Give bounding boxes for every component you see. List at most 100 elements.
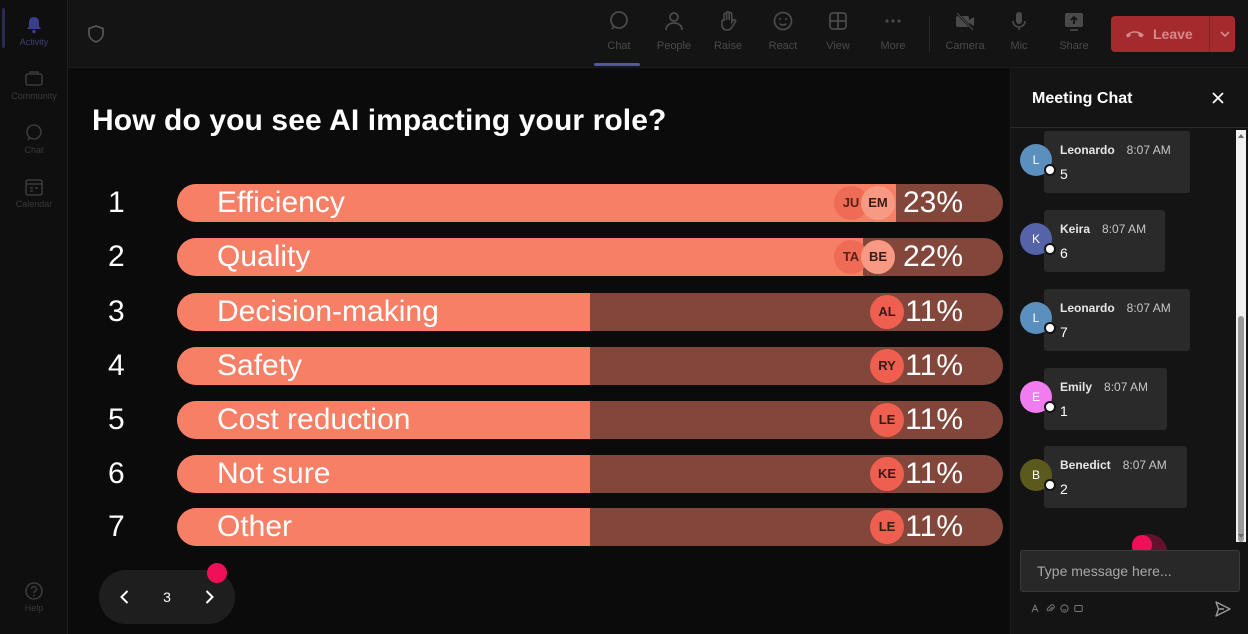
chat-message-input[interactable] xyxy=(1021,551,1239,591)
presence-status-icon xyxy=(1044,164,1056,176)
chat-message-header: Keira 8:07 AM xyxy=(1060,220,1149,238)
poll-option-fill xyxy=(177,293,590,331)
chat-scrollbar[interactable] xyxy=(1236,130,1246,542)
toolbar-separator xyxy=(929,16,930,52)
poll-option-bar: Safety 11% RY xyxy=(177,347,1003,385)
app-rail: Activity Community Chat Calendar Help xyxy=(0,0,68,634)
help-icon xyxy=(25,582,43,600)
poll-option-bar: Not sure 11% KE xyxy=(177,455,1003,493)
poll-option-percent: 22% xyxy=(902,240,963,273)
more-icon xyxy=(885,19,901,23)
chevron-down-icon[interactable] xyxy=(1219,28,1231,40)
rail-item-calendar[interactable]: Calendar xyxy=(0,168,68,218)
mic-icon xyxy=(1012,12,1026,30)
emoji-icon[interactable] xyxy=(1060,604,1069,613)
rail-item-label: Activity xyxy=(19,37,49,47)
poll-option-label: Efficiency xyxy=(217,186,345,219)
chat-timestamp: 8:07 AM xyxy=(1122,458,1167,472)
phone-hangup-icon xyxy=(1126,31,1144,38)
shield-icon[interactable] xyxy=(86,24,106,44)
presence-status-icon xyxy=(1044,479,1056,491)
toolbar-button-label: Camera xyxy=(945,40,985,52)
close-icon[interactable] xyxy=(1210,90,1226,106)
poll-option-row: 3 Decision-making 11% AL xyxy=(68,293,1010,331)
scroll-up-arrow-icon[interactable] xyxy=(1237,132,1245,140)
presence-status-icon xyxy=(1044,243,1056,255)
chat-compose-box[interactable] xyxy=(1020,550,1240,592)
toolbar-view-button[interactable]: View xyxy=(811,10,865,62)
toolbar-react-button[interactable]: React xyxy=(756,10,810,62)
poll-option-fill xyxy=(177,455,590,493)
chat-header-divider xyxy=(1011,127,1248,128)
poll-option-label: Safety xyxy=(217,349,303,382)
rail-item-label: Help xyxy=(24,603,44,613)
slide-pager: 3 xyxy=(99,570,235,624)
toolbar-button-label: Share xyxy=(1059,40,1089,52)
chevron-left-icon[interactable] xyxy=(115,587,135,607)
pointer-indicator xyxy=(207,563,227,583)
chat-message-text: 1 xyxy=(1060,403,1068,419)
smile-icon xyxy=(773,11,793,31)
chevron-right-icon[interactable] xyxy=(199,587,219,607)
rail-item-chat[interactable]: Chat xyxy=(0,114,68,164)
toolbar-mic-button[interactable]: Mic xyxy=(992,10,1046,62)
poll-option-label: Cost reduction xyxy=(217,403,411,436)
chat-scrollbar-thumb[interactable] xyxy=(1238,316,1244,542)
poll-option-bar: Other 11% LE xyxy=(177,508,1003,546)
meeting-chat-panel: Meeting Chat Leonardo 8:07 AM 5 L Keira 8:07 … xyxy=(1010,68,1248,634)
poll-option-number: 4 xyxy=(108,349,125,382)
poll-option-label: Not sure xyxy=(217,457,331,490)
attach-icon[interactable] xyxy=(1046,604,1055,613)
voter-avatar: RY xyxy=(870,349,904,383)
rail-item-label: Calendar xyxy=(15,199,53,209)
voter-avatar: AL xyxy=(870,295,904,329)
chat-message-header: Leonardo 8:07 AM xyxy=(1060,299,1174,317)
current-page-number: 3 xyxy=(163,589,171,605)
send-icon[interactable] xyxy=(1214,600,1232,618)
rail-item-activity[interactable]: Activity xyxy=(0,6,68,56)
chat-message-header: Emily 8:07 AM xyxy=(1060,378,1151,396)
share-icon xyxy=(1065,13,1083,31)
poll-option-percent: 11% xyxy=(905,349,963,382)
leave-button[interactable]: Leave xyxy=(1111,16,1235,52)
toolbar-button-label: View xyxy=(826,40,850,52)
scroll-down-arrow-icon[interactable] xyxy=(1237,532,1245,540)
poll-option-percent: 11% xyxy=(905,403,963,436)
meeting-toolbar: Chat People Raise React View More Camera… xyxy=(68,0,1248,68)
toolbar-more-button[interactable]: More xyxy=(866,10,920,62)
rail-item-label: Chat xyxy=(24,145,44,155)
presence-status-icon xyxy=(1044,322,1056,334)
format-icon[interactable] xyxy=(1031,604,1040,613)
chat-timestamp: 8:07 AM xyxy=(1126,301,1171,315)
toolbar-camera-button[interactable]: Camera xyxy=(938,10,992,62)
chat-message-bubble: Keira 8:07 AM 6 xyxy=(1044,210,1165,272)
rail-item-community[interactable]: Community xyxy=(0,60,68,110)
poll-option-bar: Efficiency 23% JU EM xyxy=(177,184,1003,222)
rail-item-help[interactable]: Help xyxy=(0,572,68,622)
gif-icon[interactable] xyxy=(1074,604,1083,613)
chat-sender-name: Leonardo xyxy=(1060,143,1115,157)
chat-timestamp: 8:07 AM xyxy=(1102,222,1147,236)
poll-option-number: 1 xyxy=(108,186,125,219)
poll-option-fill xyxy=(177,347,590,385)
poll-option-row: 6 Not sure 11% KE xyxy=(68,455,1010,493)
voter-avatar: BE xyxy=(861,240,895,274)
poll-option-percent: 11% xyxy=(905,295,963,328)
chat-sender-name: Benedict xyxy=(1060,458,1111,472)
poll-option-percent: 11% xyxy=(905,510,963,543)
poll-option-fill xyxy=(177,238,863,276)
toolbar-raise-button[interactable]: Raise xyxy=(701,10,755,62)
toolbar-people-button[interactable]: People xyxy=(647,10,701,62)
voter-avatar: EM xyxy=(861,186,895,220)
toolbar-share-button[interactable]: Share xyxy=(1047,10,1101,62)
poll-stage: How do you see AI impacting your role? 1… xyxy=(68,68,1010,634)
toolbar-chat-button[interactable]: Chat xyxy=(592,10,646,66)
chat-message-bubble: Leonardo 8:07 AM 5 xyxy=(1044,131,1190,193)
poll-option-bar: Quality 22% TA BE xyxy=(177,238,1003,276)
chat-message-text: 6 xyxy=(1060,245,1068,261)
presence-status-icon xyxy=(1044,401,1056,413)
chat-timestamp: 8:07 AM xyxy=(1126,143,1171,157)
poll-option-percent: 11% xyxy=(905,457,963,490)
poll-option-number: 2 xyxy=(108,240,125,273)
leave-divider xyxy=(1208,16,1210,52)
